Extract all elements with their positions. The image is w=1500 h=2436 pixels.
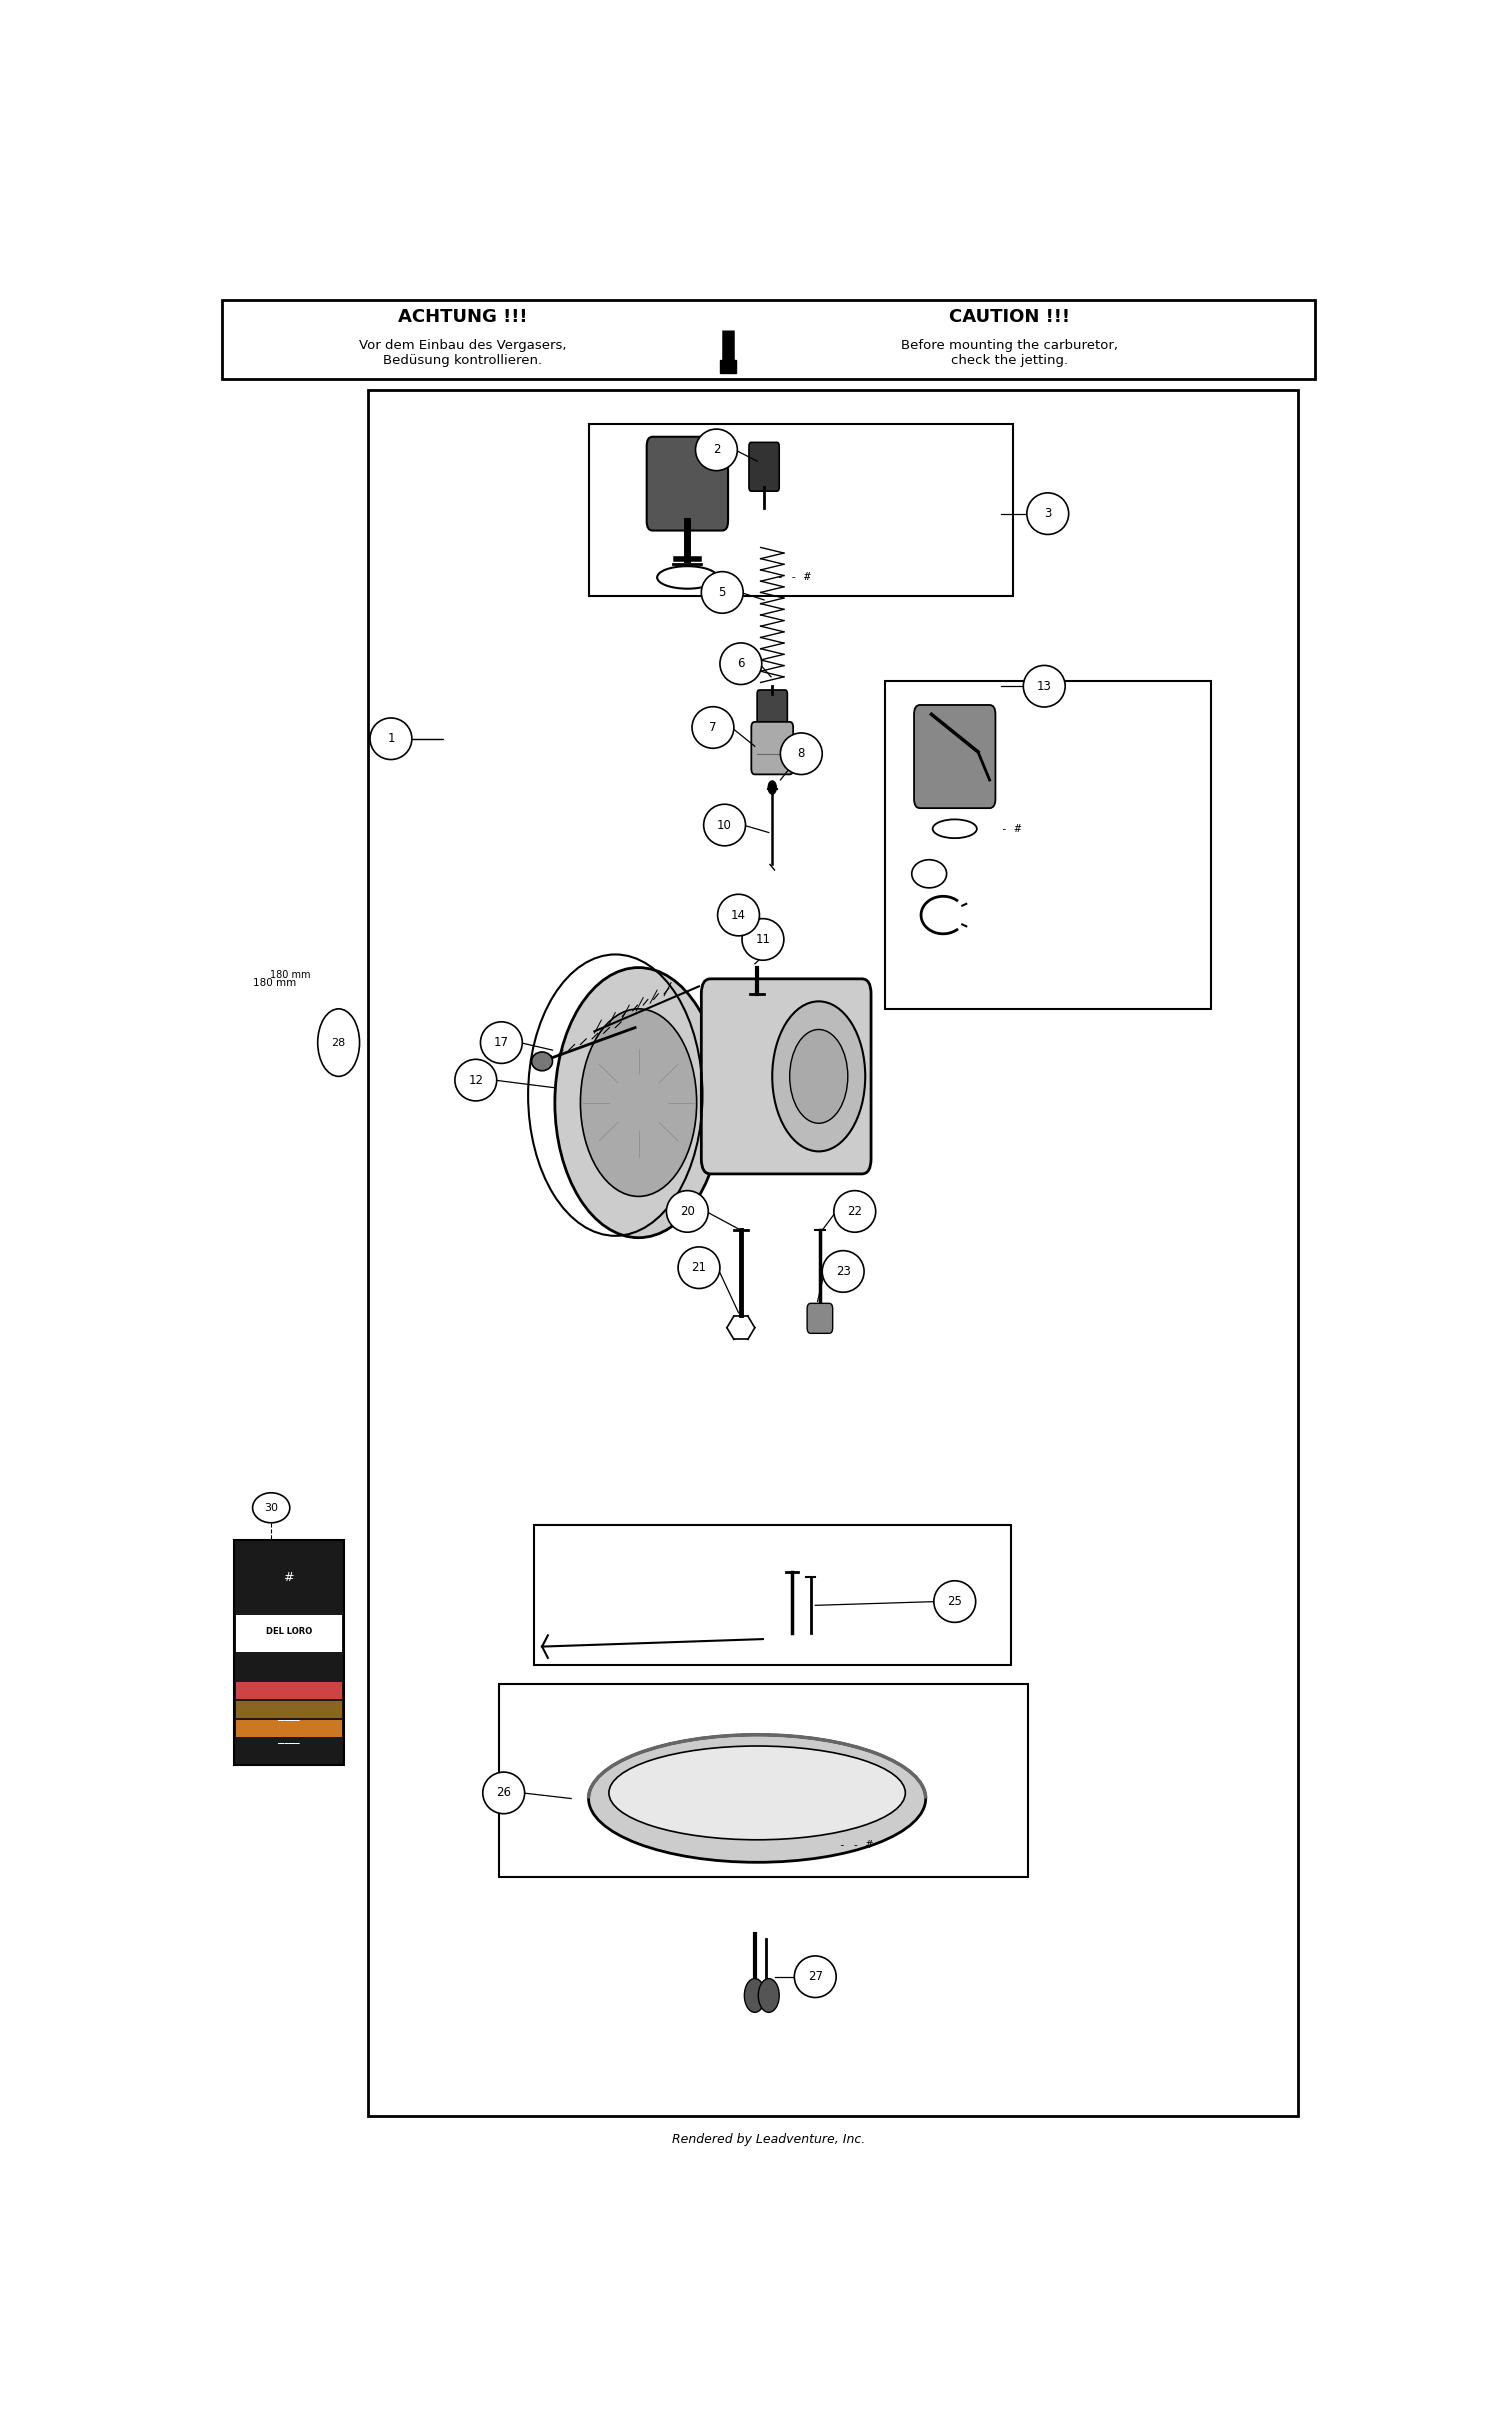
- Bar: [885, 680, 1210, 1009]
- Text: ACHTUNG !!!: ACHTUNG !!!: [398, 309, 528, 326]
- FancyBboxPatch shape: [807, 1303, 832, 1332]
- Text: 10: 10: [717, 818, 732, 831]
- Ellipse shape: [933, 818, 976, 838]
- Circle shape: [789, 1030, 847, 1123]
- Bar: [368, 390, 1298, 2114]
- Text: 11: 11: [756, 933, 771, 945]
- Text: 28: 28: [332, 1038, 345, 1047]
- Text: ━━━━━━: ━━━━━━: [278, 1742, 300, 1747]
- FancyBboxPatch shape: [702, 979, 871, 1174]
- Text: - - #: - - #: [839, 1842, 873, 1851]
- Ellipse shape: [795, 1956, 836, 1998]
- Ellipse shape: [822, 1250, 864, 1291]
- Ellipse shape: [717, 894, 759, 935]
- Text: 2: 2: [712, 443, 720, 456]
- FancyBboxPatch shape: [646, 436, 728, 531]
- Ellipse shape: [704, 804, 746, 845]
- Ellipse shape: [678, 1247, 720, 1289]
- Text: 30: 30: [264, 1503, 278, 1513]
- Text: 5: 5: [718, 587, 726, 599]
- Circle shape: [772, 1001, 865, 1152]
- Text: 7: 7: [710, 721, 717, 733]
- Ellipse shape: [483, 1771, 525, 1815]
- Text: 26: 26: [496, 1786, 512, 1800]
- Ellipse shape: [657, 565, 717, 590]
- FancyBboxPatch shape: [758, 689, 788, 723]
- Circle shape: [744, 1978, 765, 2012]
- Ellipse shape: [696, 429, 738, 470]
- Text: - - #: - - #: [777, 572, 810, 582]
- Circle shape: [318, 1009, 360, 1077]
- Bar: [588, 424, 1012, 597]
- Ellipse shape: [912, 860, 946, 887]
- Text: ━━━━━━: ━━━━━━: [278, 1720, 300, 1725]
- Bar: [237, 1615, 342, 1652]
- FancyBboxPatch shape: [748, 443, 778, 492]
- Text: 6: 6: [736, 658, 744, 670]
- Ellipse shape: [720, 643, 762, 685]
- Text: 3: 3: [1044, 507, 1052, 521]
- Bar: [237, 1683, 342, 1700]
- Text: Vor dem Einbau des Vergasers,
Bedüsung kontrollieren.: Vor dem Einbau des Vergasers, Bedüsung k…: [358, 339, 567, 365]
- Bar: [500, 1683, 1028, 1878]
- Ellipse shape: [609, 1747, 906, 1839]
- Text: 1: 1: [387, 733, 394, 745]
- Bar: [534, 1525, 1011, 1666]
- FancyBboxPatch shape: [914, 704, 996, 809]
- Text: 13: 13: [1036, 680, 1052, 692]
- Circle shape: [759, 1978, 778, 2012]
- Circle shape: [555, 967, 723, 1237]
- Ellipse shape: [742, 918, 784, 960]
- FancyBboxPatch shape: [752, 721, 794, 775]
- Text: - #: - #: [1002, 823, 1022, 833]
- Text: 22: 22: [847, 1206, 862, 1218]
- Bar: [237, 1720, 342, 1737]
- Ellipse shape: [702, 572, 742, 614]
- Ellipse shape: [934, 1581, 975, 1622]
- Ellipse shape: [252, 1493, 290, 1522]
- Ellipse shape: [780, 733, 822, 775]
- Text: LEADVENTURE: LEADVENTURE: [684, 1043, 784, 1118]
- Text: 14: 14: [730, 909, 746, 921]
- Bar: [234, 1540, 345, 1764]
- Text: 8: 8: [798, 748, 806, 760]
- Bar: [237, 1700, 342, 1717]
- Ellipse shape: [666, 1191, 708, 1233]
- Text: 12: 12: [468, 1074, 483, 1086]
- Text: 180 mm: 180 mm: [254, 977, 297, 987]
- Text: Before mounting the carburetor,
check the jetting.: Before mounting the carburetor, check th…: [900, 339, 1118, 365]
- Text: 21: 21: [692, 1262, 706, 1274]
- Ellipse shape: [834, 1191, 876, 1233]
- Text: 23: 23: [836, 1264, 850, 1279]
- Ellipse shape: [1023, 665, 1065, 706]
- Text: 17: 17: [494, 1035, 508, 1050]
- Text: DEL LORO: DEL LORO: [266, 1627, 312, 1637]
- Ellipse shape: [531, 1052, 552, 1072]
- Bar: [720, 361, 736, 373]
- Ellipse shape: [588, 1734, 926, 1861]
- Ellipse shape: [454, 1060, 497, 1101]
- Circle shape: [768, 782, 777, 794]
- Ellipse shape: [370, 719, 413, 760]
- Circle shape: [580, 1009, 696, 1196]
- Ellipse shape: [1028, 492, 1068, 533]
- Text: #: #: [284, 1571, 294, 1583]
- Text: 20: 20: [680, 1206, 694, 1218]
- Text: 180 mm: 180 mm: [270, 970, 310, 979]
- Ellipse shape: [480, 1021, 522, 1065]
- Text: 25: 25: [948, 1596, 962, 1608]
- Bar: [222, 300, 1316, 378]
- Text: CAUTION !!!: CAUTION !!!: [948, 309, 1070, 326]
- Text: Rendered by Leadventure, Inc.: Rendered by Leadventure, Inc.: [672, 2134, 865, 2146]
- Ellipse shape: [692, 706, 734, 748]
- Text: 27: 27: [807, 1971, 822, 1983]
